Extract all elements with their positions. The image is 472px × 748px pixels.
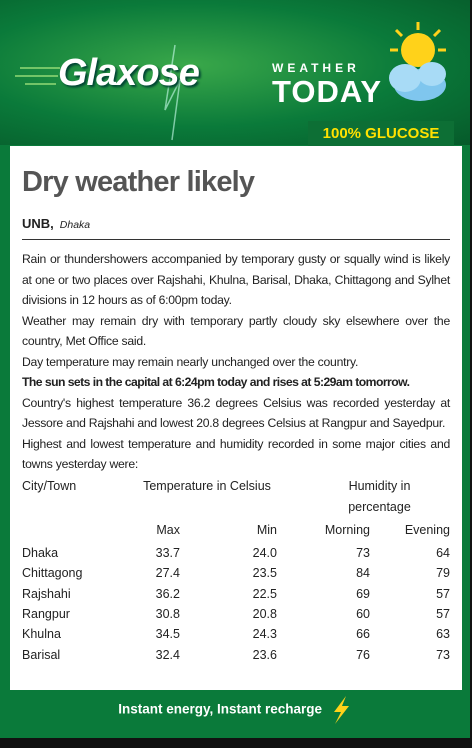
- city-name: Khulna: [22, 627, 61, 642]
- table-cell: 64: [436, 546, 450, 560]
- table-cell: 57: [436, 586, 450, 601]
- paragraph: Highest and lowest temperature and humid…: [22, 436, 450, 472]
- source: UNB,: [22, 216, 54, 231]
- table-cell: 63: [436, 627, 450, 642]
- header-art: [15, 22, 446, 141]
- subcolumn-header: Max: [156, 523, 180, 537]
- city-name: Chittagong: [22, 566, 83, 581]
- rule: [22, 239, 450, 240]
- paragraph: Day temperature may remain nearly unchan…: [22, 354, 359, 369]
- location: Dhaka: [59, 219, 91, 231]
- table-cell: 76: [356, 647, 370, 662]
- table-cell: 84: [356, 566, 370, 581]
- table-cell: 69: [356, 586, 370, 601]
- table-cell: 36.2: [155, 586, 180, 601]
- headline: Dry weather likely: [22, 166, 255, 198]
- table-cell: 66: [356, 627, 370, 642]
- footer: Instant energy, Instant recharge: [0, 695, 470, 725]
- column-header: City/Town: [22, 479, 77, 493]
- table-cell: 73: [356, 546, 370, 560]
- today-label: TODAY: [272, 74, 383, 109]
- paragraph: Country's highest temperature 36.2 degre…: [22, 395, 450, 431]
- table-cell: 73: [436, 647, 450, 662]
- slogan: Instant energy, Instant recharge: [118, 701, 323, 717]
- subcolumn-header: Morning: [324, 523, 370, 537]
- city-name: Dhaka: [22, 546, 59, 560]
- column-header: Temperature in Celsius: [143, 479, 271, 493]
- table-cell: 24.0: [252, 546, 277, 560]
- table-cell: 22.5: [252, 586, 277, 601]
- subcolumn-header: Min: [256, 523, 277, 537]
- bolt-icon: [333, 696, 349, 724]
- weather-label: WEATHER: [272, 61, 360, 75]
- article: Dry weather likely UNB, Dhaka Rain or thu…: [10, 146, 462, 690]
- header: Glaxose WEATHER TODAY 100% GLUCOSE: [0, 0, 470, 147]
- subcolumn-header: Evening: [404, 523, 450, 537]
- table-cell: 32.4: [155, 647, 180, 662]
- byline: UNB, Dhaka: [22, 216, 90, 231]
- table-cell: 33.7: [155, 546, 180, 560]
- city-name: Barisal: [22, 647, 61, 662]
- article-body: Rain or thundershowers accompanied by te…: [22, 249, 450, 475]
- paragraph: Weather may remain dry with temporary pa…: [22, 313, 450, 349]
- city-name: Rangpur: [22, 606, 70, 621]
- table-cell: 23.5: [252, 566, 277, 581]
- column-header: Humidity in percentage: [348, 479, 411, 514]
- table-cell: 57: [436, 606, 450, 621]
- tagline: 100% GLUCOSE: [308, 121, 454, 147]
- brand-logo: Glaxose: [58, 52, 200, 94]
- table-cell: 79: [436, 566, 450, 581]
- table-cell: 23.6: [252, 647, 277, 662]
- paragraph: The sun sets in the capital at 6:24pm to…: [22, 375, 410, 389]
- paragraph: Rain or thundershowers accompanied by te…: [22, 252, 450, 307]
- table-cell: 60: [356, 606, 370, 621]
- table-cell: 20.8: [252, 606, 277, 621]
- table-cell: 27.4: [155, 566, 180, 581]
- table-cell: 34.5: [155, 627, 180, 642]
- city-name: Rajshahi: [22, 586, 71, 601]
- table-cell: 30.8: [155, 606, 180, 621]
- table-cell: 24.3: [252, 627, 277, 642]
